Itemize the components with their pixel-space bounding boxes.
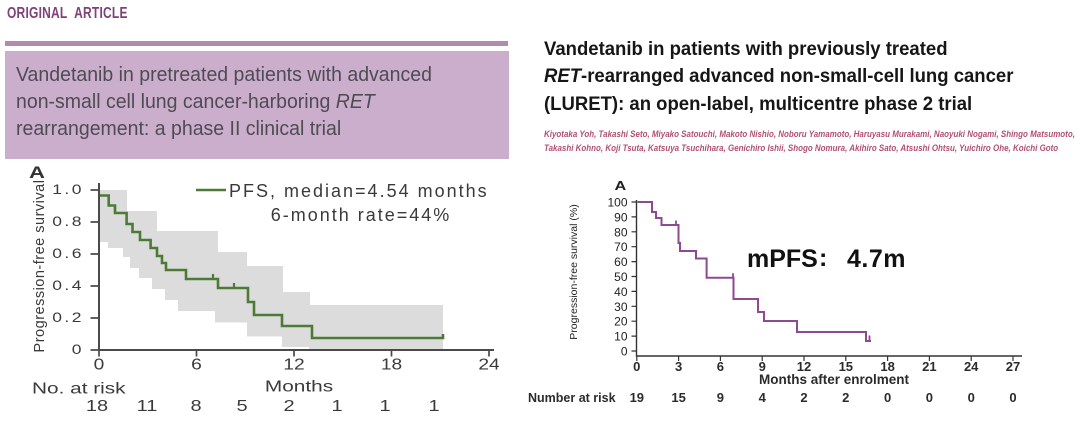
svg-text:PFS, median=4.54 months: PFS, median=4.54 months [229,181,489,201]
svg-text:18: 18 [880,359,894,374]
svg-text:6: 6 [717,359,724,374]
svg-text:A: A [29,163,45,182]
svg-text:0: 0 [72,343,84,358]
svg-text:50: 50 [614,270,628,284]
svg-text:90: 90 [614,210,628,224]
svg-text:1.0: 1.0 [52,183,84,198]
svg-text:12: 12 [797,359,811,374]
svg-text:0: 0 [633,359,640,374]
svg-text:15: 15 [671,390,685,405]
svg-text:0: 0 [621,345,628,359]
svg-text:12: 12 [283,355,304,373]
svg-text:24: 24 [478,355,500,373]
svg-text:2: 2 [842,390,849,405]
svg-text:60: 60 [614,255,628,269]
svg-text:0: 0 [884,390,891,405]
svg-text:1: 1 [428,397,439,415]
svg-text:0.8: 0.8 [52,215,84,230]
svg-text:9: 9 [717,390,724,405]
svg-text:0.2: 0.2 [52,311,84,326]
svg-text:Progression-free survival (%): Progression-free survival (%) [568,204,580,339]
svg-text:8: 8 [190,397,201,415]
svg-text:2: 2 [283,397,294,415]
svg-text:11: 11 [137,397,158,415]
svg-text:A: A [615,179,627,193]
svg-text::: : [819,244,827,272]
svg-text:0.6: 0.6 [52,247,84,262]
svg-text:10: 10 [614,330,628,344]
svg-text:24: 24 [964,359,979,374]
svg-text:0.4: 0.4 [52,279,84,294]
svg-text:100: 100 [607,196,627,210]
svg-text:18: 18 [381,355,403,373]
svg-text:9: 9 [759,359,766,374]
svg-text:Months: Months [265,377,333,395]
svg-text:15: 15 [839,359,853,374]
svg-text:0: 0 [926,390,933,405]
svg-text:1: 1 [379,397,390,415]
svg-text:mPFS: mPFS [747,245,818,273]
svg-text:5: 5 [236,397,247,415]
svg-text:No. at risk: No. at risk [32,379,126,397]
svg-text:18: 18 [86,397,108,415]
svg-text:40: 40 [614,285,628,299]
svg-text:4.7m: 4.7m [847,245,906,273]
svg-text:1: 1 [331,397,342,415]
svg-text:3: 3 [675,359,682,374]
svg-text:80: 80 [614,225,628,239]
svg-text:6: 6 [191,355,202,373]
svg-text:Progression-free survival: Progression-free survival [32,180,48,353]
svg-text:0: 0 [968,390,975,405]
svg-text:Months after enrolment: Months after enrolment [759,372,910,387]
svg-text:Number at risk: Number at risk [528,391,616,405]
svg-text:19: 19 [630,390,644,405]
svg-text:70: 70 [614,240,628,254]
svg-text:2: 2 [800,390,807,405]
svg-text:6-month rate=44%: 6-month rate=44% [271,205,452,225]
svg-text:0: 0 [94,355,105,373]
svg-text:21: 21 [922,359,936,374]
svg-text:30: 30 [614,300,628,314]
svg-text:4: 4 [759,390,767,405]
svg-text:20: 20 [614,315,628,329]
svg-text:0: 0 [1009,390,1016,405]
svg-text:27: 27 [1006,359,1020,374]
